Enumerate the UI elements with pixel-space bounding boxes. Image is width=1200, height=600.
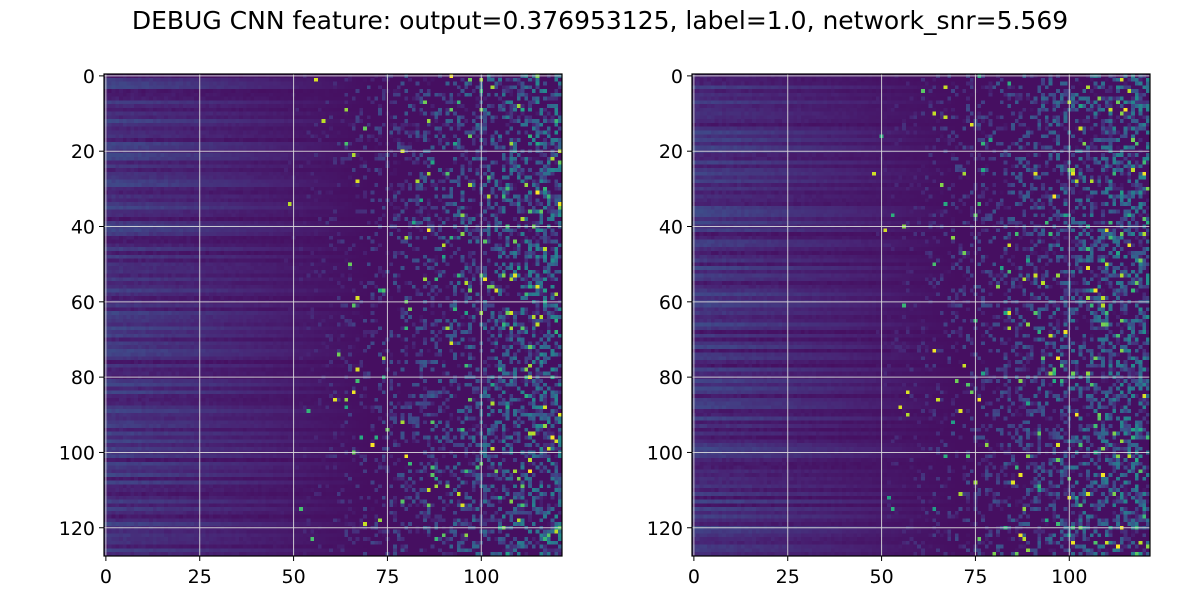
heatmap-image	[692, 74, 1150, 556]
x-tick-label: 75	[375, 566, 399, 588]
y-tick-label: 60	[71, 292, 95, 314]
x-tick-label: 50	[281, 566, 305, 588]
y-tick-label: 20	[71, 141, 95, 163]
axes-frame	[103, 73, 563, 557]
y-tick-label: 40	[71, 217, 95, 239]
x-tick-label: 75	[963, 566, 987, 588]
x-tick-label: 25	[188, 566, 212, 588]
axes-frame	[691, 73, 1151, 557]
x-tick-label: 0	[100, 566, 112, 588]
x-tick-label: 0	[688, 566, 700, 588]
x-tick-label: 100	[463, 566, 499, 588]
x-tick-label: 25	[776, 566, 800, 588]
y-tick-label: 120	[647, 518, 683, 540]
y-tick-label: 80	[71, 367, 95, 389]
heatmap-right: 0 25 50 75 100 0 20 40 60 80 100 120	[647, 66, 1151, 588]
y-tick-label: 0	[83, 66, 95, 88]
y-tick-label: 60	[659, 292, 683, 314]
y-tick-label: 40	[659, 217, 683, 239]
x-tick-label: 100	[1051, 566, 1087, 588]
heatmap-left: 0 25 50 75 100 0 20 40 60 80 100 120	[59, 66, 563, 588]
figure-title: DEBUG CNN feature: output=0.376953125, l…	[131, 6, 1069, 35]
heatmap-image	[104, 74, 562, 556]
y-tick-label: 80	[659, 367, 683, 389]
y-tick-label: 0	[671, 66, 683, 88]
y-tick-label: 100	[647, 442, 683, 464]
y-tick-label: 120	[59, 518, 95, 540]
x-tick-label: 50	[869, 566, 893, 588]
y-tick-label: 100	[59, 442, 95, 464]
y-tick-label: 20	[659, 141, 683, 163]
